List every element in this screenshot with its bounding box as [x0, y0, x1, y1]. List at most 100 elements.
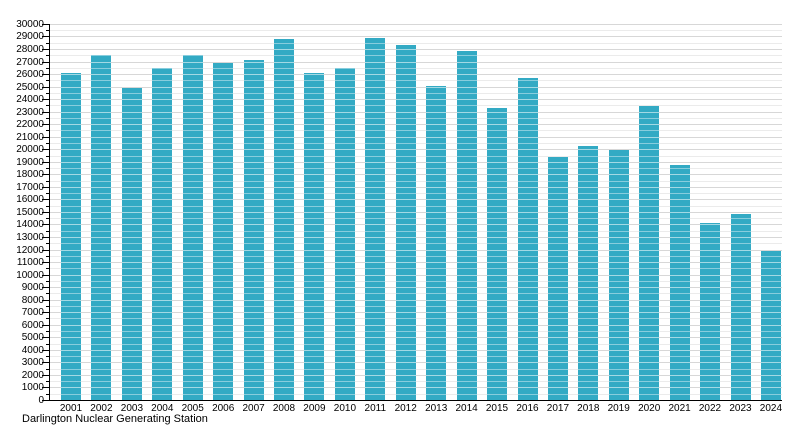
- gridline-highlight: [50, 92, 782, 94]
- gridline-highlight: [50, 255, 782, 257]
- x-tick-label: 2009: [303, 402, 326, 414]
- gridline-highlight: [50, 356, 782, 358]
- y-tick-minor: [45, 80, 50, 82]
- gridline-minor: [50, 218, 782, 220]
- gridline-minor: [50, 205, 782, 207]
- gridline-highlight: [50, 193, 782, 195]
- x-tick-label: 2011: [364, 402, 387, 414]
- bar-2023: [730, 214, 751, 401]
- gridline-highlight: [50, 61, 782, 63]
- y-tick-minor: [45, 381, 50, 383]
- gridline-highlight: [50, 293, 782, 295]
- y-tick-major: [42, 174, 50, 176]
- gridline-highlight: [50, 343, 782, 345]
- x-tick-label: 2001: [59, 402, 83, 414]
- gridline-minor: [50, 393, 782, 395]
- gridline-highlight: [50, 111, 782, 113]
- x-axis-line: [49, 399, 782, 402]
- gridline-minor: [50, 280, 782, 282]
- gridline-highlight: [50, 168, 782, 170]
- bar-2006: [213, 62, 234, 401]
- gridline-highlight: [50, 349, 782, 351]
- x-tick-label: 2020: [638, 402, 661, 414]
- gridline-highlight: [50, 274, 782, 276]
- bar-2001: [61, 72, 81, 401]
- gridline-minor: [50, 142, 782, 144]
- bar-2008: [274, 39, 294, 401]
- y-tick-label: 29000: [16, 31, 44, 43]
- y-tick-minor: [45, 130, 50, 132]
- gridline-minor: [50, 368, 782, 370]
- gridline-highlight: [50, 268, 782, 270]
- y-tick-label: 10000: [16, 269, 44, 281]
- y-tick-label: 20000: [16, 144, 44, 156]
- gridline-minor: [50, 30, 782, 32]
- gridline-highlight: [50, 136, 782, 138]
- gridline-highlight: [50, 330, 782, 332]
- gridline-highlight: [50, 74, 782, 76]
- x-tick-label: 2007: [242, 402, 265, 414]
- gridline-highlight: [50, 205, 782, 207]
- y-tick-major: [42, 48, 50, 50]
- bar-2003: [121, 88, 142, 401]
- y-tick-label: 9000: [21, 282, 44, 294]
- gridline-highlight: [50, 155, 782, 157]
- y-tick-label: 4000: [21, 344, 44, 356]
- gridline-highlight: [50, 36, 782, 38]
- y-tick-major: [42, 99, 50, 101]
- x-tick-label: 2016: [516, 402, 539, 414]
- y-tick-minor: [45, 55, 50, 57]
- y-tick-minor: [45, 368, 50, 370]
- y-tick-minor: [45, 168, 50, 170]
- x-tick-label: 2013: [425, 402, 448, 414]
- x-tick-label: 2017: [546, 402, 570, 414]
- gridline-minor: [50, 305, 782, 307]
- bar-2007: [243, 59, 264, 401]
- gridline-highlight: [50, 42, 782, 44]
- x-tick-label: 2003: [120, 402, 144, 414]
- y-tick-minor: [45, 67, 50, 69]
- y-tick-minor: [45, 180, 50, 182]
- y-tick-minor: [45, 293, 50, 295]
- y-tick-minor: [45, 280, 50, 282]
- y-tick-label: 7000: [21, 307, 44, 319]
- gridline-highlight: [50, 218, 782, 220]
- gridline-minor: [50, 67, 782, 69]
- gridline-highlight: [50, 287, 782, 289]
- gridline-highlight: [50, 280, 782, 282]
- y-tick-major: [42, 149, 50, 151]
- bar-2015: [487, 107, 507, 401]
- gridline-minor: [50, 268, 782, 270]
- gridline-highlight: [50, 67, 782, 69]
- gridline-minor: [50, 105, 782, 107]
- y-tick-label: 3000: [21, 357, 44, 369]
- y-tick-minor: [45, 255, 50, 257]
- x-tick-label: 2006: [212, 402, 235, 414]
- y-tick-major: [42, 262, 50, 264]
- y-tick-major: [42, 199, 50, 201]
- y-tick-minor: [45, 305, 50, 307]
- y-tick-minor: [45, 142, 50, 144]
- gridline-minor: [50, 356, 782, 358]
- gridline-minor: [50, 42, 782, 44]
- gridline-highlight: [50, 224, 782, 226]
- y-tick-label: 21000: [16, 131, 44, 143]
- y-tick-label: 12000: [16, 244, 44, 256]
- bar-2005: [182, 55, 203, 401]
- y-tick-minor: [45, 343, 50, 345]
- y-tick-major: [42, 23, 50, 25]
- y-tick-label: 28000: [16, 43, 44, 55]
- gridline-highlight: [50, 149, 782, 151]
- y-tick-major: [42, 161, 50, 163]
- y-tick-major: [42, 312, 50, 314]
- gridline-highlight: [50, 105, 782, 107]
- gridline-highlight: [50, 249, 782, 251]
- x-tick-label: 2024: [759, 402, 783, 414]
- gridline-highlight: [50, 180, 782, 182]
- x-tick-label: 2021: [668, 402, 691, 414]
- y-tick-minor: [45, 155, 50, 157]
- gridline-highlight: [50, 318, 782, 320]
- y-tick-label: 14000: [16, 219, 44, 231]
